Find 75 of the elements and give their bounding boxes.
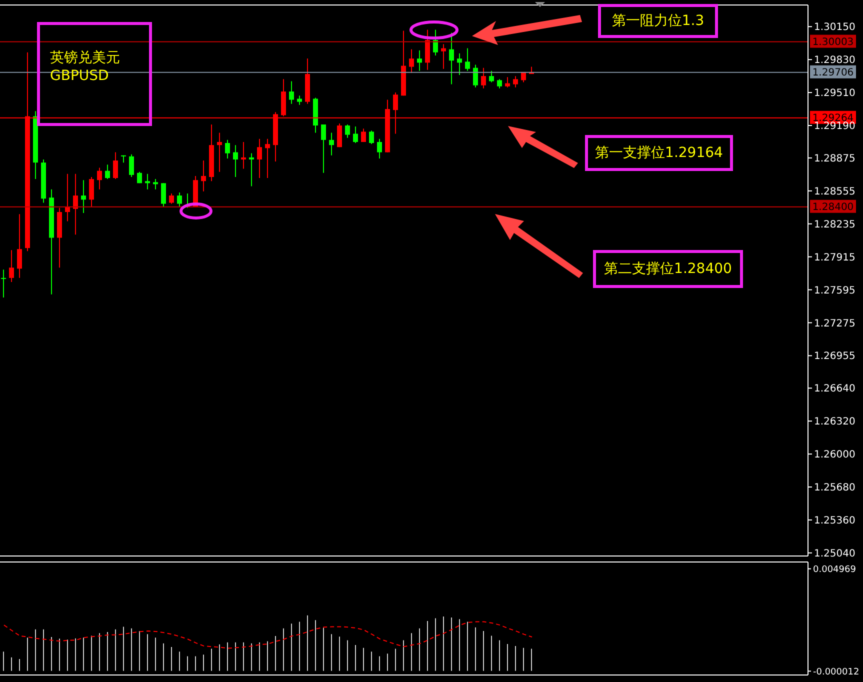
- y-tick-label: 1.26000: [814, 450, 856, 461]
- candlestick: [265, 138, 270, 179]
- candlestick: [481, 67, 486, 89]
- y-tick-label: 0.004969: [813, 564, 856, 575]
- candlestick: [81, 180, 86, 214]
- ref-line-label: 1.28400: [812, 202, 854, 213]
- candlestick: [489, 70, 494, 83]
- y-tick-label: 1.28875: [814, 153, 856, 164]
- y-tick-label: 1.26320: [814, 416, 856, 428]
- y-tick-label: 1.25680: [814, 482, 856, 494]
- candlestick: [169, 192, 174, 204]
- candlestick: [113, 152, 118, 180]
- annotation: 英镑兑美元: [50, 49, 120, 67]
- candlestick: [353, 126, 358, 144]
- line-series: [4, 621, 532, 649]
- annotation: GBPUSD: [50, 67, 109, 85]
- candlestick: [417, 50, 422, 72]
- y-tick-label: -0.000012: [813, 667, 860, 678]
- candlestick: [97, 167, 102, 190]
- candlestick: [249, 152, 254, 187]
- candlestick: [321, 124, 326, 174]
- candlestick: [201, 160, 206, 192]
- candlestick: [145, 173, 150, 190]
- candlestick: [177, 192, 182, 208]
- candlestick: [73, 173, 78, 236]
- candlestick: [465, 48, 470, 72]
- candlestick: [345, 124, 350, 138]
- candlestick: [497, 78, 502, 89]
- y-tick-label: 1.26955: [814, 351, 856, 362]
- candlestick: [129, 154, 134, 178]
- candlestick: [217, 132, 222, 172]
- candlestick: [425, 29, 430, 70]
- y-tick-label: 1.28555: [814, 186, 856, 198]
- y-tick-label: 1.27915: [814, 252, 856, 264]
- candlestick: [9, 250, 14, 283]
- ref-line-label: 1.29706: [812, 67, 854, 78]
- candlestick: [241, 141, 246, 170]
- candlestick: [329, 132, 334, 156]
- candlestick: [1, 269, 6, 298]
- ref-line-label: 1.30003: [812, 36, 854, 48]
- annotation: 第一支撑位1.29164: [595, 144, 723, 162]
- annotation: 第二支撑位1.28400: [604, 260, 732, 278]
- candlestick: [441, 44, 446, 70]
- y-tick-label: 1.25360: [814, 516, 856, 527]
- y-tick-label: 1.29510: [814, 88, 856, 100]
- candlestick: [337, 122, 342, 148]
- candlestick: [409, 48, 414, 74]
- candlestick: [161, 182, 166, 208]
- y-tick-label: 1.27595: [814, 285, 856, 296]
- candlestick: [505, 76, 510, 88]
- candlestick: [105, 164, 110, 180]
- candlestick: [369, 130, 374, 145]
- candlestick: [297, 95, 302, 106]
- candlestick: [17, 214, 22, 278]
- annotation: 第一阻力位1.3: [612, 12, 704, 30]
- candlestick: [257, 138, 262, 179]
- y-tick-label: 1.29190: [814, 121, 856, 132]
- candlestick: [361, 128, 366, 142]
- candlestick: [153, 178, 158, 190]
- candlestick: [513, 76, 518, 88]
- y-tick-label: 1.28235: [814, 219, 856, 230]
- candlestick: [473, 64, 478, 88]
- y-tick-label: 1.26640: [814, 384, 856, 395]
- y-tick-label: 1.27275: [814, 318, 856, 330]
- candlestick: [225, 139, 230, 159]
- candlestick: [377, 138, 382, 159]
- y-tick-label: 1.29830: [814, 55, 856, 66]
- y-tick-label: 1.30150: [814, 22, 856, 34]
- candlestick: [433, 29, 438, 56]
- candlestick: [449, 32, 454, 85]
- candlestick: [457, 52, 462, 76]
- y-tick-label: 1.25040: [814, 548, 856, 560]
- candlestick: [289, 80, 294, 104]
- candlestick: [89, 176, 94, 208]
- candlestick: [233, 144, 238, 178]
